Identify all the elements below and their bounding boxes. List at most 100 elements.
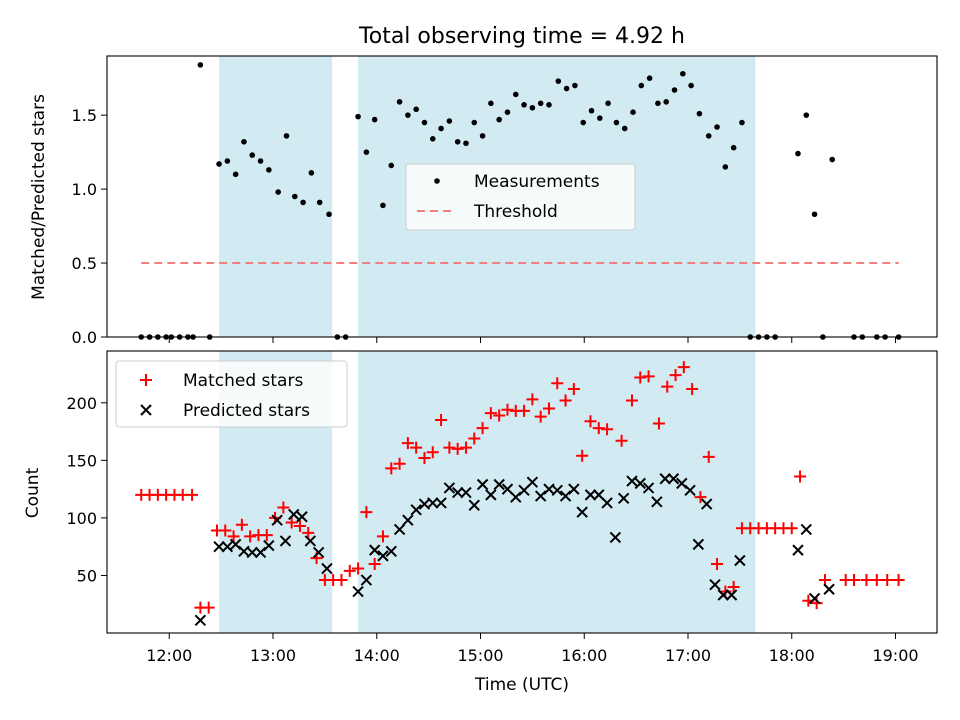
- predicted-stars-point: [667, 473, 680, 485]
- matched-stars-point: [459, 441, 472, 454]
- matched-stars-point: [343, 564, 356, 577]
- measurement-point: [232, 171, 239, 178]
- matched-stars-point: [352, 562, 365, 575]
- matched-stars-point: [435, 414, 448, 427]
- x-tick-label: 14:00: [354, 646, 400, 665]
- matched-stars-point: [584, 415, 597, 428]
- predicted-stars-point: [435, 497, 447, 509]
- predicted-stars-point: [360, 574, 373, 586]
- matched-stars-point: [615, 434, 628, 447]
- matched-stars-point: [860, 574, 873, 587]
- x-tick-label: 18:00: [769, 646, 815, 665]
- measurement-point: [696, 110, 703, 117]
- measurement-point: [655, 100, 661, 107]
- matched-stars-point: [559, 394, 572, 407]
- predicted-stars-point: [427, 497, 439, 509]
- measurement-point: [580, 119, 587, 126]
- measurement-point: [454, 138, 461, 145]
- predicted-stars-point: [601, 497, 613, 509]
- matched-stars-point: [401, 437, 414, 450]
- measurement-point: [663, 99, 670, 105]
- predicted-stars-point: [368, 544, 381, 556]
- predicted-stars-point: [717, 589, 729, 601]
- matched-stars-point: [669, 369, 682, 382]
- measurement-point: [371, 116, 378, 123]
- predicted-stars-point: [709, 578, 721, 591]
- matched-stars-point: [476, 422, 489, 435]
- matched-stars-point: [711, 557, 724, 570]
- predicted-stars-point: [221, 540, 234, 553]
- measurement-point: [722, 164, 729, 170]
- matched-stars-point: [393, 457, 406, 470]
- measurement-point: [197, 62, 204, 68]
- measurement-point: [266, 167, 272, 173]
- matched-stars-point: [848, 574, 860, 587]
- measurement-point: [529, 104, 536, 111]
- legend-box: [405, 163, 636, 231]
- measurement-point: [471, 119, 478, 126]
- measurement-point: [646, 75, 653, 81]
- predicted-stars-point: [246, 546, 258, 559]
- measurement-point: [216, 161, 222, 167]
- measurement-point: [488, 100, 494, 107]
- predicted-stars-point: [263, 539, 275, 552]
- predicted-stars-point: [460, 486, 472, 499]
- matched-stars-point: [652, 417, 665, 430]
- predicted-stars-point: [609, 531, 622, 544]
- y-tick-label: 200: [66, 394, 97, 413]
- legend: Matched stars Predicted stars: [115, 360, 348, 428]
- matched-stars-point: [592, 422, 605, 435]
- matched-stars-point: [468, 432, 481, 445]
- measurement-point: [363, 149, 370, 155]
- matched-stars-point: [368, 557, 381, 570]
- y-tick-label: 0.5: [72, 254, 97, 273]
- predicted-stars-point: [584, 489, 597, 501]
- predicted-stars-point: [312, 546, 325, 559]
- top-y-axis-label: Matched/Predicted stars: [29, 94, 49, 300]
- measurement-point: [613, 119, 620, 126]
- matched-stars-point: [542, 402, 555, 415]
- measurement-point: [429, 136, 436, 142]
- matched-stars-point: [702, 450, 715, 463]
- measurement-point: [405, 112, 411, 118]
- measurement-point: [803, 112, 810, 118]
- matched-stars-point: [451, 442, 464, 455]
- measurement-point: [811, 211, 818, 218]
- matched-stars-point: [302, 526, 315, 539]
- predicted-stars-point: [279, 535, 292, 547]
- predicted-stars-point: [304, 535, 317, 547]
- predicted-stars-point: [288, 508, 300, 521]
- matched-stars-point: [235, 518, 248, 531]
- predicted-stars-point: [568, 483, 580, 495]
- matched-stars-point: [443, 441, 456, 454]
- legend: Measurements Threshold: [405, 163, 636, 231]
- measurement-point: [241, 138, 247, 145]
- predicted-stars-point: [468, 499, 480, 511]
- matched-stars-point: [694, 491, 707, 504]
- measurement-point: [588, 107, 595, 114]
- predicted-stars-point: [402, 514, 414, 526]
- matched-stars-point: [686, 382, 699, 395]
- predicted-stars-point: [213, 540, 225, 553]
- measurement-point: [630, 109, 636, 115]
- predicted-stars-point: [634, 477, 646, 490]
- legend-label-threshold: Threshold: [473, 202, 558, 222]
- predicted-stars-point: [684, 484, 696, 496]
- predicted-stars-point: [700, 498, 713, 510]
- measurement-point: [316, 199, 323, 206]
- x-tick-label: 12:00: [146, 646, 192, 665]
- axes-frame: [106, 55, 938, 338]
- matched-stars-point: [870, 574, 883, 587]
- predicted-stars-point: [808, 592, 821, 605]
- matched-stars-point: [244, 530, 257, 543]
- measurement-point: [546, 102, 552, 108]
- matched-stars-point: [677, 361, 690, 374]
- measurement-point: [308, 170, 315, 176]
- matched-stars-point: [576, 449, 589, 462]
- measurement-point: [705, 133, 712, 139]
- matched-stars-point: [551, 377, 564, 390]
- matched-stars-point: [493, 409, 506, 422]
- legend-label-matched: Matched stars: [183, 371, 303, 391]
- matched-stars-point: [727, 580, 740, 593]
